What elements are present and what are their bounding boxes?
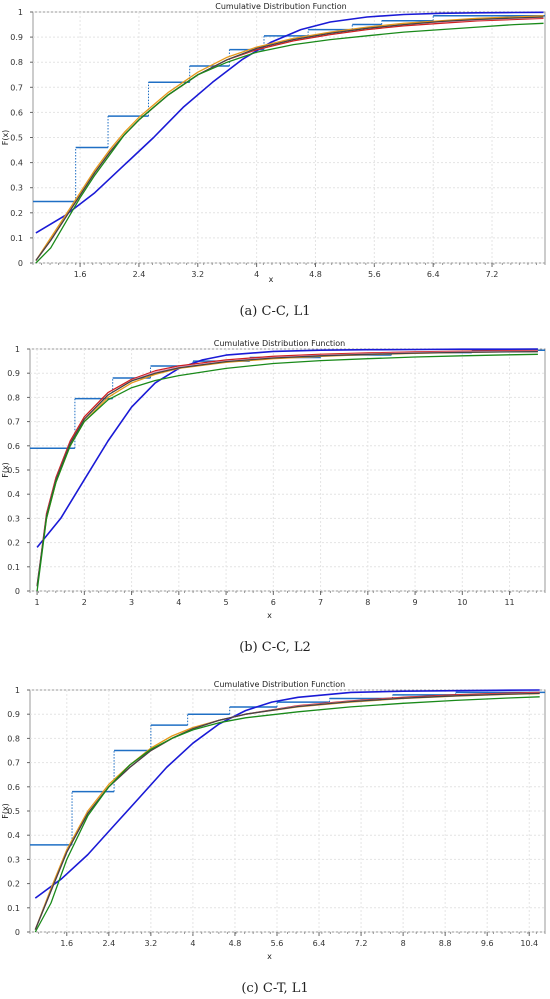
y-tick-label: 0.2: [10, 209, 23, 218]
cdf-series-line: [36, 348, 538, 548]
y-axis-label: F(x): [1, 803, 10, 819]
x-tick-label: 1: [35, 598, 40, 607]
x-tick-label: 9: [413, 598, 418, 607]
y-tick-label: 0.1: [10, 234, 23, 243]
y-tick-label: 0.8: [7, 734, 20, 743]
y-tick-label: 0.3: [10, 184, 23, 193]
cdf-series-line: [35, 11, 544, 234]
y-tick-label: 0.5: [10, 134, 23, 143]
x-tick-label: 4.8: [229, 939, 242, 948]
cdf-series-line: [35, 16, 544, 261]
y-tick-label: 0.9: [10, 33, 23, 42]
y-tick-label: 0.7: [7, 418, 20, 427]
y-tick-label: 0.5: [7, 466, 20, 475]
cdf-series-line: [36, 349, 538, 587]
x-tick-label: 4.8: [309, 270, 322, 279]
y-tick-label: 0.6: [7, 783, 20, 792]
x-tick-label: 5.6: [368, 270, 381, 279]
y-tick-label: 0.3: [7, 514, 20, 523]
y-tick-label: 0.3: [7, 855, 20, 864]
cdf-series-line: [34, 692, 540, 930]
y-tick-label: 0.7: [10, 83, 23, 92]
cdf-series-line: [36, 351, 538, 587]
cdf-series-line: [35, 15, 544, 261]
y-tick-label: 0: [15, 928, 20, 937]
x-axis-label: x: [267, 952, 272, 961]
x-tick-label: 8: [365, 598, 370, 607]
x-tick-label: 1.6: [74, 270, 87, 279]
y-tick-label: 0.5: [7, 807, 20, 816]
x-tick-label: 4: [190, 939, 195, 948]
x-tick-label: 8: [401, 939, 406, 948]
y-tick-label: 0.2: [7, 880, 20, 889]
y-tick-label: 1: [15, 345, 20, 354]
x-tick-label: 6: [271, 598, 276, 607]
x-tick-label: 9.6: [481, 939, 494, 948]
x-axis-label: x: [269, 275, 274, 284]
chart-a-caption: (a) C-C, L1: [239, 304, 311, 319]
y-tick-label: 0.4: [7, 831, 20, 840]
y-tick-label: 0.7: [7, 759, 20, 768]
chart-panel-a: 0 0.1 0.2 0.3 0.4 0.5 0.6 0.7 0.8 0.9 1 1.6 2.4 3.2 4 4…: [0, 0, 550, 330]
x-tick-label: 3.2: [191, 270, 204, 279]
y-tick-label: 0.6: [7, 442, 20, 451]
x-tick-label: 2.4: [133, 270, 146, 279]
x-tick-label: 6.4: [427, 270, 440, 279]
x-tick-label: 1.6: [60, 939, 73, 948]
chart-a-svg: 0 0.1 0.2 0.3 0.4 0.5 0.6 0.7 0.8 0.9 1 1.6 2.4 3.2 4 4…: [1, 2, 546, 284]
x-tick-label: 5: [224, 598, 229, 607]
y-tick-label: 0.4: [7, 490, 20, 499]
x-tick-label: 3: [129, 598, 134, 607]
y-axis-label: F(x): [1, 462, 10, 478]
chart-panel-b: 0 0.1 0.2 0.3 0.4 0.5 0.6 0.7 0.8 0.9 1 1 2 3 4 5 6 7 8 9 10…: [0, 338, 550, 668]
chart-b-svg: 00.10.20.30.40.50.60.70.80.911 2 3 4 5 6 7 8 9 10…: [1, 339, 546, 620]
chart-c-svg: 0 0.1 0.2 0.3 0.4 0.5 0.6 0.7 0.8 0.9 1 1.6 2.4 3.2 4 4…: [1, 680, 546, 961]
y-tick-label: 0: [18, 259, 23, 268]
x-tick-label: 10: [457, 598, 467, 607]
x-tick-label: 3.2: [145, 939, 158, 948]
y-tick-label: 0: [15, 587, 20, 596]
x-tick-label: 7.2: [486, 270, 499, 279]
cdf-series-line: [34, 696, 540, 933]
y-tick-label: 0.2: [7, 539, 20, 548]
x-tick-label: 8.8: [439, 939, 452, 948]
y-tick-label: 0.6: [10, 108, 23, 117]
y-tick-label: 0.9: [7, 710, 20, 719]
x-tick-label: 7.2: [355, 939, 368, 948]
chart-c-caption: (c) C-T, L1: [241, 981, 309, 996]
x-tick-label: 10.4: [520, 939, 538, 948]
chart-panel-c: 0 0.1 0.2 0.3 0.4 0.5 0.6 0.7 0.8 0.9 1 1.6 2.4 3.2 4 4…: [0, 679, 550, 999]
y-tick-label: 0.1: [7, 563, 20, 572]
x-tick-label: 4: [176, 598, 181, 607]
cdf-series-line: [35, 22, 544, 264]
x-tick-label: 4: [254, 270, 259, 279]
y-tick-label: 0.8: [7, 393, 20, 402]
chart-title: Cumulative Distribution Function: [214, 339, 345, 348]
y-tick-label: 0.8: [10, 58, 23, 67]
chart-title: Cumulative Distribution Function: [215, 2, 346, 11]
x-axis-label: x: [267, 611, 272, 620]
y-tick-label: 0.1: [7, 904, 20, 913]
x-tick-label: 6.4: [313, 939, 326, 948]
x-tick-label: 7: [318, 598, 323, 607]
chart-b-caption: (b) C-C, L2: [239, 640, 311, 655]
y-tick-label: 1: [15, 686, 20, 695]
y-axis-label: F(x): [1, 130, 10, 146]
cdf-series-line: [36, 353, 538, 592]
x-tick-label: 2: [82, 598, 87, 607]
x-tick-label: 11: [504, 598, 514, 607]
x-tick-label: 2.4: [102, 939, 115, 948]
y-tick-label: 0.9: [7, 369, 20, 378]
y-tick-label: 0.4: [10, 159, 23, 168]
x-tick-label: 5.6: [271, 939, 284, 948]
chart-title: Cumulative Distribution Function: [214, 680, 345, 689]
y-tick-label: 1: [18, 8, 23, 17]
